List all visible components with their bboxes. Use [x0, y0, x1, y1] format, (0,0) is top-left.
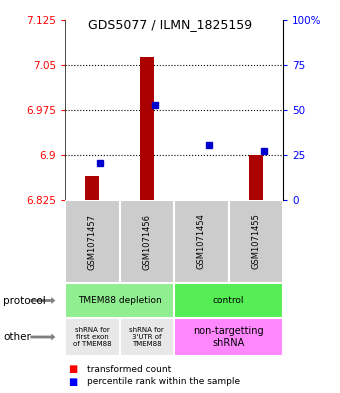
Text: other: other	[3, 332, 31, 342]
Bar	[85, 176, 99, 200]
Bar	[140, 57, 154, 200]
Text: GSM1071454: GSM1071454	[197, 213, 206, 270]
Text: non-targetting
shRNA: non-targetting shRNA	[193, 326, 264, 348]
Text: GSM1071456: GSM1071456	[142, 213, 151, 270]
Text: shRNA for
3'UTR of
TMEM88: shRNA for 3'UTR of TMEM88	[130, 327, 164, 347]
Text: percentile rank within the sample: percentile rank within the sample	[87, 378, 240, 386]
Text: control: control	[213, 296, 244, 305]
Bar	[174, 283, 283, 318]
Bar	[228, 200, 283, 283]
Bar	[119, 200, 174, 283]
Bar	[174, 318, 283, 356]
Bar	[174, 200, 228, 283]
Bar	[65, 318, 119, 356]
Text: transformed count: transformed count	[87, 364, 171, 373]
Text: ■: ■	[68, 377, 78, 387]
Bar	[65, 200, 119, 283]
Text: TMEM88 depletion: TMEM88 depletion	[78, 296, 162, 305]
Text: GSM1071455: GSM1071455	[251, 213, 260, 270]
Text: ■: ■	[68, 364, 78, 374]
Text: protocol: protocol	[3, 296, 46, 305]
Bar	[249, 155, 262, 200]
Bar	[65, 283, 174, 318]
Bar	[119, 318, 174, 356]
Text: shRNA for
first exon
of TMEM88: shRNA for first exon of TMEM88	[73, 327, 112, 347]
Text: GDS5077 / ILMN_1825159: GDS5077 / ILMN_1825159	[88, 18, 252, 31]
Text: GSM1071457: GSM1071457	[88, 213, 97, 270]
